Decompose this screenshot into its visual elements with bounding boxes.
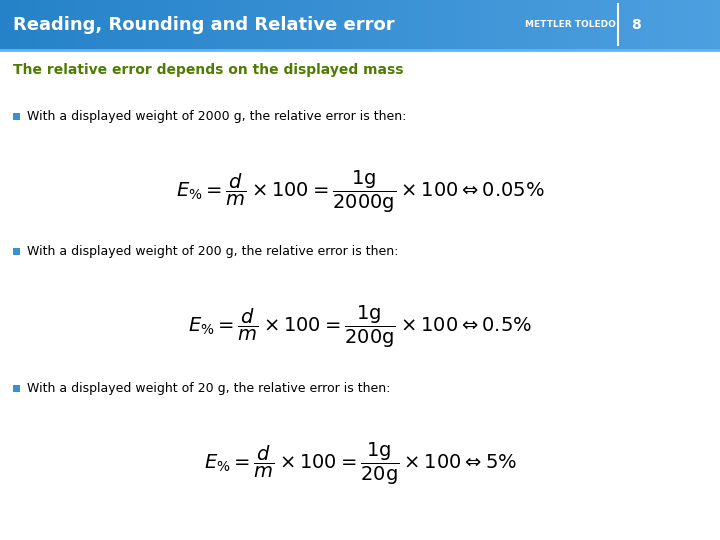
Text: With a displayed weight of 200 g, the relative error is then:: With a displayed weight of 200 g, the re…: [27, 245, 399, 258]
Text: Reading, Rounding and Relative error: Reading, Rounding and Relative error: [13, 16, 395, 34]
Bar: [13, 247, 20, 255]
Text: $E_{\%} = \dfrac{d}{m} \times 100 = \dfrac{1\mathrm{g}}{20\mathrm{g}} \times 100: $E_{\%} = \dfrac{d}{m} \times 100 = \dfr…: [204, 441, 516, 488]
Text: $E_{\%} = \dfrac{d}{m} \times 100 = \dfrac{1\mathrm{g}}{200\mathrm{g}} \times 10: $E_{\%} = \dfrac{d}{m} \times 100 = \dfr…: [188, 303, 532, 350]
Bar: [13, 385, 20, 393]
Text: With a displayed weight of 20 g, the relative error is then:: With a displayed weight of 20 g, the rel…: [27, 382, 391, 395]
Bar: [13, 112, 20, 120]
Text: METTLER TOLEDO: METTLER TOLEDO: [525, 21, 616, 29]
Text: With a displayed weight of 2000 g, the relative error is then:: With a displayed weight of 2000 g, the r…: [27, 110, 407, 123]
Text: $E_{\%} = \dfrac{d}{m} \times 100 = \dfrac{1\mathrm{g}}{2000\mathrm{g}} \times 1: $E_{\%} = \dfrac{d}{m} \times 100 = \dfr…: [176, 168, 544, 215]
Text: The relative error depends on the displayed mass: The relative error depends on the displa…: [13, 63, 403, 77]
Text: 8: 8: [631, 18, 641, 32]
